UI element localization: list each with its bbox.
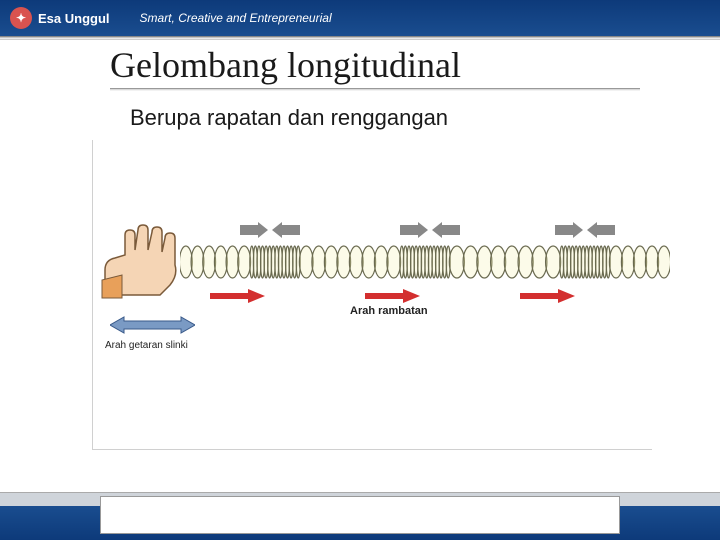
- double-arrow-icon: [110, 315, 195, 335]
- logo: ✦ Esa Unggul: [10, 7, 110, 29]
- title-underline: [110, 88, 640, 91]
- page-title: Gelombang longitudinal: [110, 44, 630, 86]
- hand-icon: [100, 220, 190, 300]
- subtitle: Berupa rapatan dan renggangan: [130, 105, 720, 131]
- diagram: Arah getaran slinki Arah rambatan: [100, 200, 680, 380]
- compression-arrows-icon: [400, 222, 460, 243]
- logo-icon: ✦: [10, 7, 32, 29]
- logo-text: Esa Unggul: [38, 11, 110, 26]
- label-propagation: Arah rambatan: [350, 305, 428, 317]
- label-vibration: Arah getaran slinki: [105, 340, 188, 351]
- title-area: Gelombang longitudinal: [0, 40, 720, 93]
- spring: [180, 242, 670, 282]
- footer-blue: [0, 506, 720, 540]
- compression-arrows-icon: [240, 222, 300, 243]
- spring-svg: [180, 242, 670, 282]
- compression-arrows-icon: [555, 222, 615, 243]
- footer: [0, 492, 720, 540]
- propagation-arrow-icon: [520, 288, 575, 309]
- tagline: Smart, Creative and Entrepreneurial: [140, 11, 332, 25]
- footer-box: [100, 496, 620, 534]
- header-bar: ✦ Esa Unggul Smart, Creative and Entrepr…: [0, 0, 720, 36]
- propagation-arrow-icon: [210, 288, 265, 309]
